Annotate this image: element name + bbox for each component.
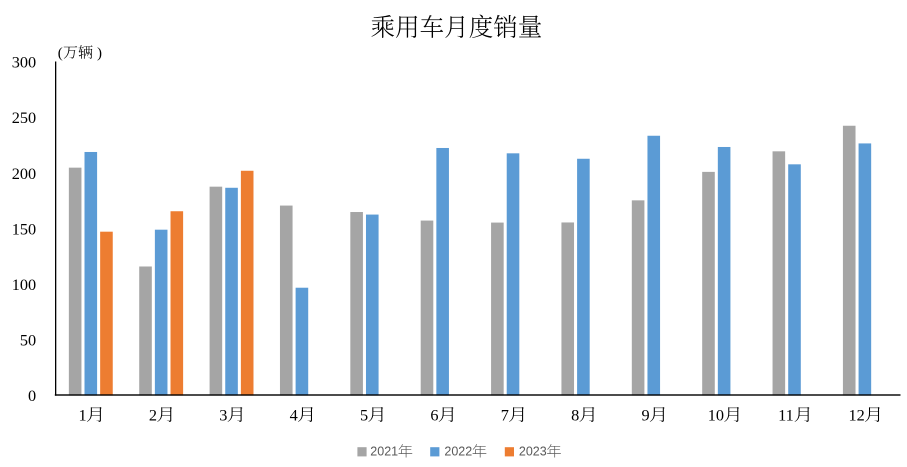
svg-text:3: 3 — [219, 406, 227, 425]
svg-text:2022: 2022 — [444, 445, 472, 459]
svg-text:0: 0 — [28, 386, 36, 405]
svg-text:11: 11 — [778, 406, 794, 425]
svg-text:4: 4 — [290, 406, 298, 425]
svg-text:8: 8 — [571, 406, 579, 425]
svg-text:5: 5 — [360, 406, 368, 425]
svg-text:300: 300 — [12, 53, 36, 72]
svg-text:150: 150 — [12, 219, 36, 238]
svg-text:250: 250 — [12, 108, 36, 127]
svg-text:): ) — [97, 46, 102, 62]
svg-text:9: 9 — [641, 406, 649, 425]
svg-text:200: 200 — [12, 164, 36, 183]
svg-text:50: 50 — [20, 331, 36, 350]
svg-text:10: 10 — [708, 406, 724, 425]
svg-text:12: 12 — [849, 406, 865, 425]
svg-text:(: ( — [58, 46, 63, 62]
svg-text:2021: 2021 — [370, 445, 398, 459]
svg-text:1: 1 — [79, 406, 87, 425]
svg-text:2: 2 — [149, 406, 157, 425]
svg-text:6: 6 — [430, 406, 438, 425]
svg-text:100: 100 — [12, 275, 36, 294]
svg-text:7: 7 — [501, 406, 509, 425]
svg-text:2023: 2023 — [519, 445, 547, 459]
